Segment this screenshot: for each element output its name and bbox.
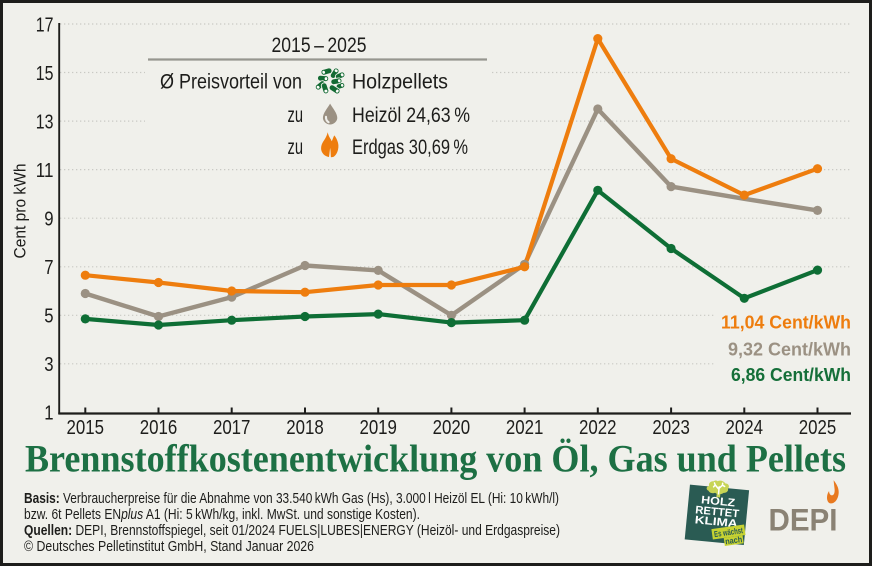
svg-text:Brennstoffkostenentwicklung vo: Brennstoffkostenentwicklung von Öl, Gas …: [25, 438, 846, 481]
svg-text:2016: 2016: [140, 417, 178, 439]
svg-text:nach: nach: [725, 534, 743, 546]
svg-text:zu: zu: [288, 104, 304, 127]
svg-text:2020: 2020: [433, 417, 471, 439]
svg-text:RETTET: RETTET: [695, 504, 740, 520]
svg-text:6,86 Cent/kWh: 6,86 Cent/kWh: [731, 365, 851, 385]
svg-text:17: 17: [36, 14, 54, 36]
svg-text:2025: 2025: [799, 417, 837, 439]
svg-text:2015 – 2025: 2015 – 2025: [272, 34, 367, 57]
svg-text:2024: 2024: [726, 417, 764, 439]
svg-text:2021: 2021: [506, 417, 544, 439]
svg-text:7: 7: [44, 257, 53, 279]
svg-text:2023: 2023: [652, 417, 690, 439]
svg-text:HOLZ: HOLZ: [701, 494, 736, 509]
svg-text:Basis: Verbraucherpreise für d: Basis: Verbraucherpreise für die Abnahme…: [24, 491, 559, 507]
svg-text:Ø Preisvorteil von: Ø Preisvorteil von: [160, 71, 302, 94]
svg-text:2015: 2015: [67, 417, 105, 439]
svg-text:1: 1: [44, 403, 53, 425]
svg-text:Es wächst: Es wächst: [713, 525, 743, 539]
svg-text:11,04 Cent/kWh: 11,04 Cent/kWh: [721, 313, 851, 333]
svg-text:3: 3: [44, 354, 53, 376]
svg-text:2017: 2017: [213, 417, 251, 439]
svg-text:DEPI: DEPI: [769, 502, 838, 538]
svg-text:Cent pro kWh: Cent pro kWh: [12, 164, 30, 259]
svg-text:13: 13: [36, 111, 54, 133]
svg-text:5: 5: [44, 306, 53, 328]
svg-text:Quellen: DEPI, Brennstoffspieg: Quellen: DEPI, Brennstoffspiegel, seit 0…: [24, 523, 560, 539]
svg-text:Holzpellets: Holzpellets: [352, 71, 448, 94]
svg-text:2018: 2018: [286, 417, 324, 439]
svg-text:9: 9: [44, 209, 53, 231]
svg-text:Erdgas 30,69 %: Erdgas 30,69 %: [352, 136, 468, 159]
svg-text:2022: 2022: [579, 417, 617, 439]
svg-text:11: 11: [36, 160, 54, 182]
svg-text:KLIMA: KLIMA: [694, 514, 738, 530]
svg-text:9,32 Cent/kWh: 9,32 Cent/kWh: [728, 340, 851, 360]
svg-text:15: 15: [36, 63, 54, 85]
svg-text:© Deutsches Pelletinstitut Gmb: © Deutsches Pelletinstitut GmbH, Stand J…: [24, 539, 314, 555]
svg-text:2019: 2019: [359, 417, 397, 439]
svg-text:bzw. 6t Pellets ENplus A1 (Hi:: bzw. 6t Pellets ENplus A1 (Hi: 5 kWh/kg,…: [24, 507, 420, 523]
svg-text:Heizöl 24,63 %: Heizöl 24,63 %: [352, 104, 470, 127]
svg-text:zu: zu: [288, 136, 304, 159]
